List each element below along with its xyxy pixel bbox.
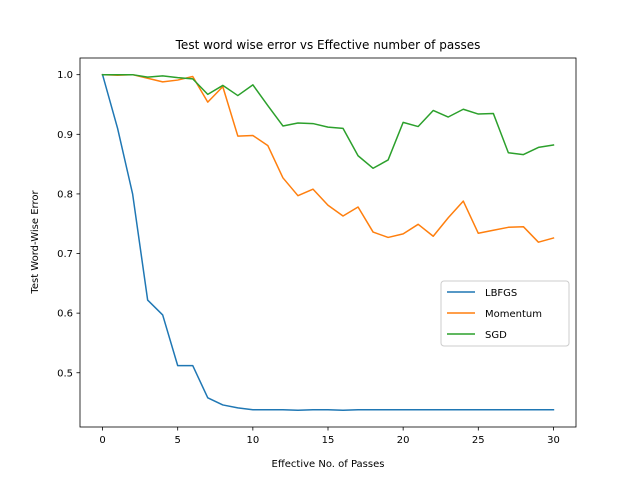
x-tick-label: 5 — [175, 435, 181, 446]
x-tick-label: 25 — [472, 435, 485, 446]
legend-label-momentum: Momentum — [485, 309, 542, 320]
legend-label-lbfgs: LBFGS — [485, 288, 517, 299]
y-axis-label: Test Word-Wise Error — [30, 190, 41, 295]
x-tick-label: 20 — [397, 435, 410, 446]
y-axis: 0.5 0.6 0.7 0.8 0.9 1.0 — [57, 70, 80, 379]
y-tick-label: 0.7 — [57, 249, 73, 260]
x-axis: 0 5 10 15 20 25 30 — [99, 427, 560, 446]
series-line-momentum — [101, 73, 555, 243]
y-tick-label: 0.8 — [57, 189, 73, 200]
legend-box — [440, 280, 570, 347]
x-tick-label: 15 — [322, 435, 335, 446]
series-line-lbfgs — [101, 73, 555, 412]
plot-lines — [101, 73, 555, 412]
x-tick-label: 10 — [246, 435, 259, 446]
x-tick-label: 30 — [547, 435, 560, 446]
y-tick-label: 1.0 — [57, 70, 73, 81]
legend-label-sgd: SGD — [485, 330, 507, 341]
y-tick-label: 0.6 — [57, 309, 73, 320]
series-line-sgd — [101, 73, 555, 170]
y-tick-label: 0.5 — [57, 368, 73, 379]
x-axis-label: Effective No. of Passes — [272, 459, 385, 470]
x-tick-label: 0 — [99, 435, 105, 446]
y-tick-label: 0.9 — [57, 130, 73, 141]
legend: LBFGS Momentum SGD — [440, 280, 570, 347]
chart-title: Test word wise error vs Effective number… — [175, 38, 481, 52]
